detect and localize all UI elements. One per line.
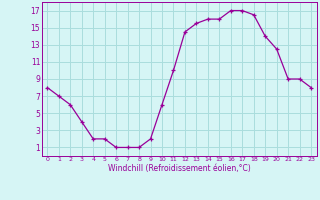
X-axis label: Windchill (Refroidissement éolien,°C): Windchill (Refroidissement éolien,°C)	[108, 164, 251, 173]
